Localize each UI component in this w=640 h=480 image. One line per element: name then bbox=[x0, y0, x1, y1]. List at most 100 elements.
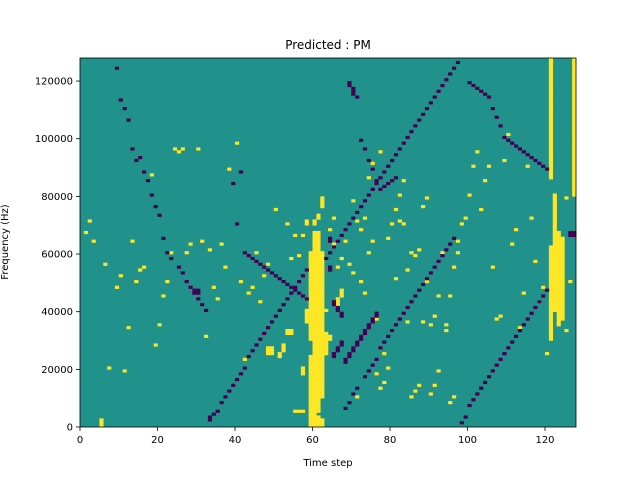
heatmap-cell-high bbox=[308, 308, 313, 312]
x-tick-label: 0 bbox=[77, 435, 83, 446]
heatmap-cell-high bbox=[324, 346, 329, 350]
heatmap-cell-low bbox=[355, 210, 360, 214]
heatmap-cell-high bbox=[483, 179, 488, 183]
heatmap-cell-high bbox=[281, 346, 286, 350]
heatmap-cell-high bbox=[312, 418, 317, 422]
heatmap-cell-high bbox=[320, 360, 325, 364]
heatmap-cell-high bbox=[572, 127, 577, 131]
heatmap-cell-high bbox=[548, 112, 554, 116]
heatmap-cell-low bbox=[506, 138, 511, 142]
heatmap-cell-high bbox=[142, 265, 147, 269]
heatmap-cell-high bbox=[308, 383, 313, 387]
heatmap-cell-high bbox=[134, 279, 139, 284]
heatmap-cell-high bbox=[269, 349, 275, 353]
heatmap-cell-high bbox=[308, 360, 313, 364]
heatmap-cell-high bbox=[316, 233, 321, 238]
heatmap-cell-high bbox=[320, 303, 325, 307]
heatmap-cell-high bbox=[316, 331, 321, 336]
heatmap-cell-high bbox=[556, 294, 561, 298]
heatmap-cell-high bbox=[548, 158, 554, 163]
heatmap-cell-high bbox=[242, 357, 247, 361]
heatmap-cell-high bbox=[324, 349, 329, 353]
heatmap-cell-high bbox=[572, 104, 577, 108]
heatmap-cell-low bbox=[347, 352, 352, 356]
heatmap-cell-high bbox=[308, 282, 313, 287]
heatmap-cell-low bbox=[545, 167, 550, 171]
heatmap-cell-low bbox=[285, 297, 290, 301]
heatmap-cell-high bbox=[572, 92, 577, 96]
heatmap-cell-high bbox=[548, 81, 554, 85]
heatmap-cell-low bbox=[424, 107, 430, 111]
heatmap-cell-low bbox=[475, 392, 480, 396]
heatmap-cell-low bbox=[204, 308, 209, 312]
heatmap-cell-high bbox=[548, 118, 554, 122]
heatmap-cell-high bbox=[548, 75, 554, 79]
heatmap-cell-high bbox=[552, 262, 557, 266]
heatmap-cell-low bbox=[359, 205, 364, 209]
heatmap-cell-high bbox=[320, 395, 325, 399]
heatmap-cell-high bbox=[548, 60, 554, 65]
x-axis: 0 20 40 60 80 100 120 bbox=[77, 427, 555, 446]
heatmap-cell-high bbox=[548, 63, 554, 67]
heatmap-cell-low bbox=[459, 421, 464, 425]
heatmap-cell-high bbox=[552, 225, 557, 229]
heatmap-cell-high bbox=[316, 369, 321, 373]
heatmap-cell-high bbox=[312, 271, 317, 275]
heatmap-cell-high bbox=[308, 331, 313, 336]
heatmap-cell-high bbox=[548, 66, 554, 70]
heatmap-cell-low bbox=[273, 314, 278, 318]
heatmap-cell-low bbox=[502, 135, 507, 140]
heatmap-cell-high bbox=[552, 271, 557, 275]
heatmap-cell-high bbox=[572, 83, 577, 88]
heatmap-cell-high bbox=[293, 233, 298, 238]
heatmap-cell-low bbox=[444, 78, 449, 82]
heatmap-cell-low bbox=[335, 308, 340, 312]
heatmap-cell-low bbox=[370, 363, 375, 367]
heatmap-cell-high bbox=[397, 193, 402, 197]
heatmap-cell-high bbox=[552, 294, 557, 298]
heatmap-cell-high bbox=[397, 219, 402, 223]
heatmap-cell-high bbox=[502, 158, 507, 163]
heatmap-cell-low bbox=[436, 259, 441, 263]
heatmap-cell-low bbox=[118, 98, 123, 102]
heatmap-cell-low bbox=[428, 101, 433, 105]
heatmap-cell-high bbox=[312, 363, 317, 367]
heatmap-cell-high bbox=[328, 228, 333, 232]
heatmap-cell-high bbox=[114, 285, 120, 289]
y-tick-label: 40000 bbox=[41, 307, 73, 318]
heatmap-cell-low bbox=[347, 83, 352, 88]
heatmap-cell-high bbox=[556, 285, 561, 289]
heatmap-cell-high bbox=[320, 328, 325, 333]
heatmap-cell-high bbox=[308, 395, 313, 399]
heatmap-cell-high bbox=[254, 251, 259, 255]
heatmap-cell-high bbox=[316, 303, 321, 307]
heatmap-cell-high bbox=[312, 279, 317, 284]
heatmap-cell-low bbox=[122, 107, 127, 111]
heatmap-cell-high bbox=[308, 403, 313, 408]
y-tick-label: 100000 bbox=[35, 134, 73, 145]
heatmap-cell-high bbox=[552, 303, 557, 307]
heatmap-cell-high bbox=[548, 173, 554, 177]
heatmap-cell-low bbox=[351, 392, 356, 396]
heatmap-cell-high bbox=[421, 205, 426, 209]
heatmap-cell-high bbox=[320, 254, 325, 258]
heatmap-cell-high bbox=[149, 173, 154, 177]
heatmap-cell-high bbox=[471, 164, 476, 168]
heatmap-cell-high bbox=[316, 352, 321, 356]
heatmap-cell-low bbox=[269, 271, 275, 275]
heatmap-cell-high bbox=[312, 256, 317, 261]
heatmap-cell-high bbox=[308, 334, 313, 338]
heatmap-cell-low bbox=[207, 415, 213, 419]
heatmap-cell-low bbox=[494, 115, 499, 119]
heatmap-cell-high bbox=[188, 242, 193, 246]
heatmap-cell-high bbox=[560, 279, 565, 284]
heatmap-cell-high bbox=[552, 268, 557, 272]
heatmap-cell-high bbox=[401, 222, 406, 226]
heatmap-cell-high bbox=[560, 256, 565, 261]
heatmap-cell-high bbox=[316, 314, 321, 318]
heatmap-cell-high bbox=[552, 207, 557, 212]
heatmap-cell-high bbox=[548, 115, 554, 119]
heatmap-cell-high bbox=[316, 245, 321, 249]
heatmap-cell-low bbox=[235, 222, 240, 226]
heatmap-cell-high bbox=[304, 320, 309, 324]
